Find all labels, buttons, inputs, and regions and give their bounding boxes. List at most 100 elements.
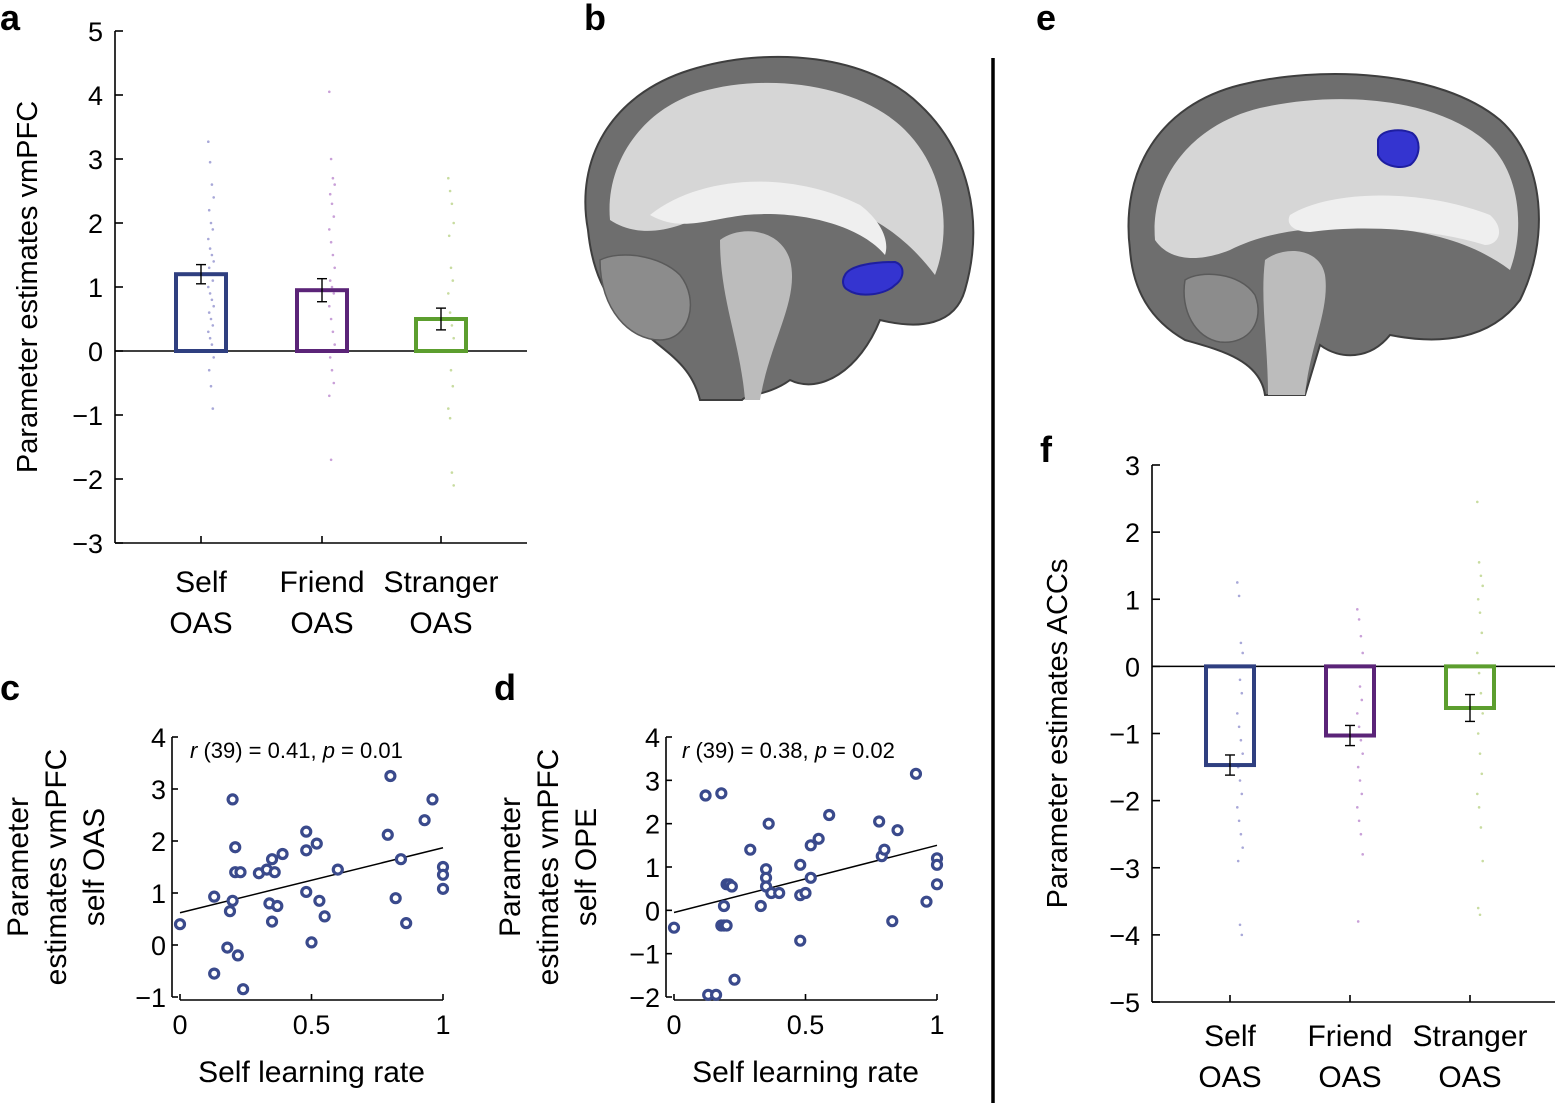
- self-data-dot: [1240, 933, 1244, 937]
- scatter-point: [794, 858, 807, 871]
- friend-data-dot: [1356, 920, 1360, 923]
- corpus-callosum-e: [1288, 195, 1500, 245]
- self-data-dot: [210, 343, 214, 346]
- y-tick-label: 3: [88, 145, 103, 175]
- stranger-category-label: OAS: [409, 607, 472, 640]
- friend-data-dot: [332, 381, 336, 385]
- vmpfc-cluster: [842, 260, 904, 296]
- stat-annotation-p-italic: p: [322, 738, 335, 763]
- scatter-point: [265, 915, 279, 928]
- stranger-data-dot: [1476, 792, 1479, 796]
- scatter-point: [812, 832, 825, 845]
- stranger-data-dot: [447, 407, 450, 410]
- self-data-dot: [1240, 691, 1244, 695]
- stat-annotation-r-text: (39) = 0.38,: [689, 738, 814, 763]
- stranger-data-dot: [1476, 732, 1480, 735]
- friend-data-dot: [1358, 685, 1362, 688]
- x-tick-label: 0: [666, 1010, 681, 1040]
- y-axis-label: Parameter: [494, 797, 527, 937]
- y-tick-label: 1: [88, 273, 103, 303]
- self-data-dot: [1239, 832, 1243, 836]
- panel-label-b: b: [584, 0, 606, 38]
- scatter-point: [709, 988, 723, 1001]
- y-tick-label: −5: [1109, 988, 1140, 1018]
- stranger-data-dot: [1477, 561, 1481, 564]
- stranger-data-dot: [1481, 859, 1484, 863]
- scatter-point: [389, 892, 402, 905]
- scatter-point: [300, 885, 313, 899]
- x-axis-label: Self learning rate: [692, 1056, 919, 1089]
- stranger-data-dot: [450, 471, 454, 474]
- friend-data-dot: [1356, 765, 1360, 769]
- bar-chart-vmpfc: −3 −2 −1 0 1 2 3 4 5 Parameter estimates vmPFC Sel…: [12, 17, 527, 640]
- self-data-dot: [208, 160, 212, 164]
- self-data-dot: [208, 292, 212, 295]
- panel-label-d: d: [494, 667, 516, 708]
- y-tick-label: −3: [1109, 854, 1140, 884]
- self-data-dot: [1241, 846, 1244, 849]
- scatter-point: [728, 973, 741, 986]
- y-tick-label: 0: [88, 337, 103, 367]
- self-data-dot: [1241, 752, 1244, 755]
- friend-category-label: Friend: [279, 566, 364, 599]
- y-tick-label: −1: [629, 940, 660, 970]
- self-data-dot: [1236, 859, 1240, 863]
- scatter-point: [794, 934, 807, 947]
- y-axis-label: self OAS: [78, 808, 111, 926]
- friend-data-dot: [1356, 712, 1359, 715]
- self-data-dot: [211, 228, 215, 231]
- y-axis-label: estimates vmPFC: [40, 749, 73, 986]
- stranger-category-label: Stranger: [383, 566, 498, 599]
- scatter-point: [223, 905, 237, 918]
- y-tick-label: −1: [135, 983, 166, 1013]
- y-tick-label: 4: [645, 723, 660, 753]
- stat-annotation-r-italic: r: [682, 738, 691, 763]
- scatter-point: [725, 880, 738, 893]
- scatter-point: [208, 890, 221, 903]
- self-data-dot: [1236, 806, 1239, 809]
- friend-data-dot: [330, 368, 334, 372]
- stranger-data-dot: [1477, 806, 1481, 809]
- scatter-point: [394, 853, 408, 866]
- x-tick-label: 0.5: [787, 1010, 825, 1040]
- stranger-data-dot: [1481, 712, 1484, 715]
- y-tick-label: 1: [1125, 585, 1140, 615]
- y-tick-label: 2: [88, 209, 103, 239]
- self-data-dot: [1241, 651, 1244, 655]
- stranger-data-dot: [449, 266, 453, 270]
- scatter-point: [799, 886, 812, 900]
- scatter-point: [667, 921, 681, 934]
- scatter-point: [804, 871, 817, 884]
- stranger-data-dot: [1481, 584, 1484, 588]
- scatter-point: [237, 983, 250, 996]
- friend-data-dot: [331, 176, 335, 180]
- self-category-label: OAS: [169, 607, 232, 640]
- friend-data-dot: [1360, 698, 1364, 702]
- self-data-dot: [210, 298, 214, 302]
- stranger-data-dot: [450, 324, 454, 327]
- stranger-data-dot: [449, 368, 453, 372]
- scatter-point: [271, 899, 284, 913]
- stat-annotation-p-text: = 0.01: [335, 738, 403, 763]
- friend-data-dot: [333, 183, 337, 186]
- scatter-point: [265, 853, 279, 866]
- scatter-point: [300, 844, 313, 857]
- stat-annotation: r (39) = 0.38, p = 0.02: [682, 738, 895, 763]
- stranger-data-dot: [451, 384, 455, 388]
- y-tick-label: 0: [645, 896, 660, 926]
- stranger-data-dot: [1480, 631, 1484, 635]
- brainstem-b: [720, 231, 793, 400]
- scatter-point: [208, 967, 221, 980]
- y-tick-label: −4: [1109, 921, 1140, 951]
- self-oas-bar: [1204, 664, 1256, 768]
- friend-data-dot: [1360, 792, 1364, 796]
- stat-annotation-p-italic: p: [814, 738, 827, 763]
- scatter-point: [384, 769, 397, 783]
- friend-data-dot: [1361, 853, 1364, 856]
- scatter-point: [886, 915, 899, 928]
- scatter-point: [305, 936, 318, 949]
- self-data-dot: [209, 317, 213, 321]
- stranger-category-label: Stranger: [1412, 1020, 1527, 1053]
- y-tick-label: 2: [645, 810, 660, 840]
